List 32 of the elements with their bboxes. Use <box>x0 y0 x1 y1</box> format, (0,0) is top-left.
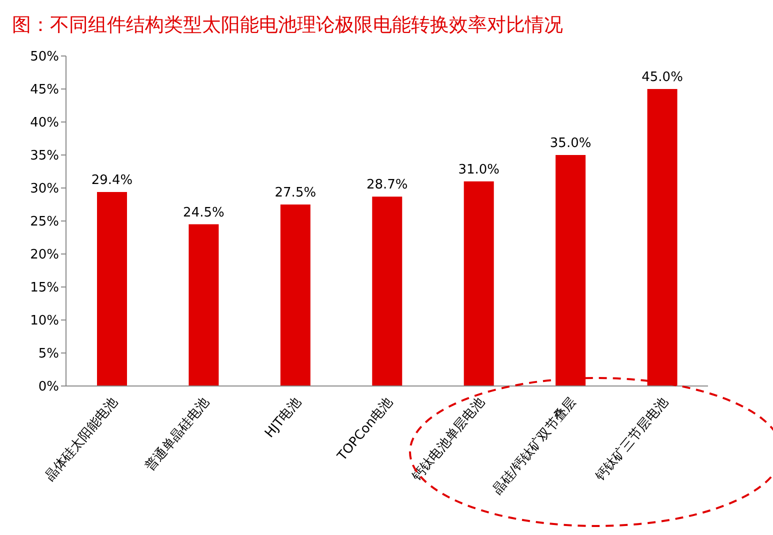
y-tick-label: 25% <box>30 214 59 230</box>
y-tick-label: 50% <box>30 50 59 65</box>
bar <box>464 181 494 386</box>
y-tick-label: 35% <box>30 148 59 164</box>
bar <box>372 196 402 386</box>
data-label: 27.5% <box>274 186 316 200</box>
bar <box>280 204 310 386</box>
data-label: 45.0% <box>642 70 683 85</box>
y-tick-label: 30% <box>30 182 59 197</box>
x-tick-label: 钙钛电池单层电池 <box>408 394 488 486</box>
y-tick-label: 10% <box>30 314 59 329</box>
y-tick-label: 15% <box>30 280 59 296</box>
x-tick-label: 普通单晶硅电池 <box>142 394 213 474</box>
x-tick-label: HJT电池 <box>262 394 304 442</box>
data-label: 29.4% <box>91 172 133 188</box>
x-tick-label: 晶体硅太阳能电池 <box>42 394 121 484</box>
y-tick-label: 40% <box>30 116 59 131</box>
data-label: 31.0% <box>458 162 500 178</box>
bar <box>556 155 586 386</box>
bar <box>647 89 678 386</box>
data-label: 28.7% <box>366 178 408 193</box>
chart-title: 图：不同组件结构类型太阳能电池理论极限电能转换效率对比情况 <box>12 13 563 38</box>
y-tick-label: 20% <box>30 248 59 263</box>
x-tick-label: 钙钛矿三节层电池 <box>592 394 672 486</box>
x-tick-label: 晶硅/钙钛矿双节叠层 <box>490 394 580 498</box>
bar <box>188 224 219 386</box>
y-tick-label: 5% <box>38 346 59 362</box>
data-label: 35.0% <box>550 136 592 151</box>
y-tick-label: 45% <box>30 82 59 98</box>
y-tick-label: 0% <box>38 380 59 395</box>
bar <box>97 192 127 386</box>
data-label: 24.5% <box>183 205 224 220</box>
